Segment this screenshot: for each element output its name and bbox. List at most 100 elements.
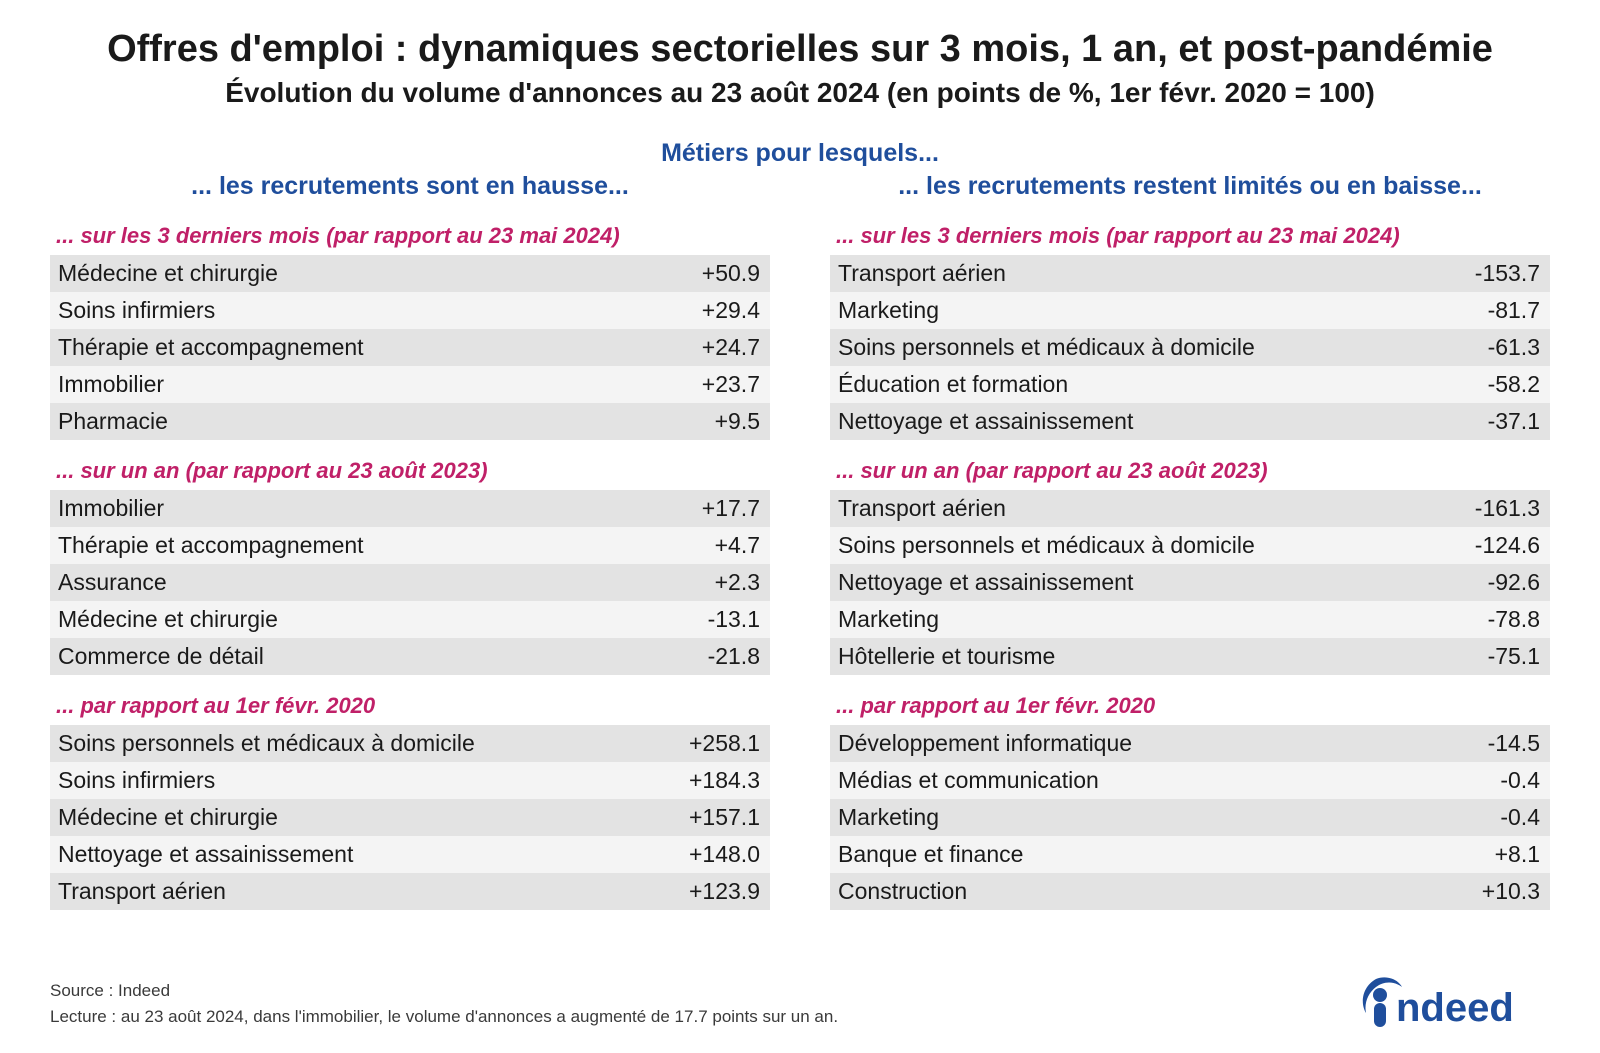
section-header: ... sur un an (par rapport au 23 août 20… xyxy=(50,458,770,484)
row-value: -58.2 xyxy=(1450,366,1550,403)
page-title: Offres d'emploi : dynamiques sectorielle… xyxy=(50,28,1550,71)
row-value: +23.7 xyxy=(670,366,770,403)
row-label: Développement informatique xyxy=(830,725,1450,762)
columns-supertitle: Métiers pour lesquels... xyxy=(50,139,1550,168)
section-header: ... sur les 3 derniers mois (par rapport… xyxy=(830,223,1550,249)
row-label: Pharmacie xyxy=(50,403,670,440)
row-value: +17.7 xyxy=(670,490,770,527)
row-label: Nettoyage et assainissement xyxy=(830,564,1450,601)
section-header: ... par rapport au 1er févr. 2020 xyxy=(50,693,770,719)
table-row: Soins personnels et médicaux à domicile+… xyxy=(50,725,770,762)
row-value: +148.0 xyxy=(670,836,770,873)
row-label: Construction xyxy=(830,873,1450,910)
row-value: -37.1 xyxy=(1450,403,1550,440)
table-row: Immobilier+17.7 xyxy=(50,490,770,527)
data-table: Développement informatique-14.5 Médias e… xyxy=(830,725,1550,910)
row-label: Médias et communication xyxy=(830,762,1450,799)
data-table: Immobilier+17.7 Thérapie et accompagneme… xyxy=(50,490,770,675)
table-row: Transport aérien-161.3 xyxy=(830,490,1550,527)
row-value: -161.3 xyxy=(1450,490,1550,527)
table-row: Marketing-0.4 xyxy=(830,799,1550,836)
row-label: Thérapie et accompagnement xyxy=(50,329,670,366)
table-row: Médecine et chirurgie-13.1 xyxy=(50,601,770,638)
table-row: Pharmacie+9.5 xyxy=(50,403,770,440)
row-label: Médecine et chirurgie xyxy=(50,601,670,638)
table-row: Soins personnels et médicaux à domicile-… xyxy=(830,329,1550,366)
row-value: -0.4 xyxy=(1450,799,1550,836)
table-row: Immobilier+23.7 xyxy=(50,366,770,403)
row-value: +29.4 xyxy=(670,292,770,329)
row-value: -14.5 xyxy=(1450,725,1550,762)
row-label: Médecine et chirurgie xyxy=(50,255,670,292)
row-value: -21.8 xyxy=(670,638,770,675)
row-label: Soins personnels et médicaux à domicile xyxy=(830,329,1450,366)
row-label: Thérapie et accompagnement xyxy=(50,527,670,564)
table-row: Transport aérien-153.7 xyxy=(830,255,1550,292)
footer-note: Lecture : au 23 août 2024, dans l'immobi… xyxy=(50,1004,838,1030)
indeed-logo-icon: ndeed xyxy=(1354,975,1544,1029)
row-value: -78.8 xyxy=(1450,601,1550,638)
row-label: Soins personnels et médicaux à domicile xyxy=(830,527,1450,564)
table-row: Nettoyage et assainissement-37.1 xyxy=(830,403,1550,440)
row-label: Nettoyage et assainissement xyxy=(50,836,670,873)
row-value: +184.3 xyxy=(670,762,770,799)
row-label: Commerce de détail xyxy=(50,638,670,675)
row-label: Transport aérien xyxy=(830,255,1450,292)
columns-wrapper: ... les recrutements sont en hausse... .… xyxy=(50,172,1550,910)
table-row: Commerce de détail-21.8 xyxy=(50,638,770,675)
row-label: Éducation et formation xyxy=(830,366,1450,403)
column-right-header: ... les recrutements restent limités ou … xyxy=(830,172,1550,201)
row-label: Marketing xyxy=(830,601,1450,638)
row-label: Soins infirmiers xyxy=(50,762,670,799)
infographic-page: Offres d'emploi : dynamiques sectorielle… xyxy=(0,0,1600,1053)
row-label: Transport aérien xyxy=(830,490,1450,527)
table-row: Médecine et chirurgie+50.9 xyxy=(50,255,770,292)
table-row: Soins infirmiers+184.3 xyxy=(50,762,770,799)
svg-text:ndeed: ndeed xyxy=(1396,986,1514,1029)
row-value: +9.5 xyxy=(670,403,770,440)
row-value: -13.1 xyxy=(670,601,770,638)
column-left: ... les recrutements sont en hausse... .… xyxy=(50,172,770,910)
table-row: Marketing-78.8 xyxy=(830,601,1550,638)
section-header: ... sur les 3 derniers mois (par rapport… xyxy=(50,223,770,249)
row-value: +10.3 xyxy=(1450,873,1550,910)
data-table: Médecine et chirurgie+50.9 Soins infirmi… xyxy=(50,255,770,440)
table-row: Marketing-81.7 xyxy=(830,292,1550,329)
table-row: Construction+10.3 xyxy=(830,873,1550,910)
row-label: Nettoyage et assainissement xyxy=(830,403,1450,440)
row-value: -61.3 xyxy=(1450,329,1550,366)
row-value: -92.6 xyxy=(1450,564,1550,601)
table-row: Hôtellerie et tourisme-75.1 xyxy=(830,638,1550,675)
table-row: Transport aérien+123.9 xyxy=(50,873,770,910)
row-label: Marketing xyxy=(830,799,1450,836)
table-row: Soins infirmiers+29.4 xyxy=(50,292,770,329)
table-row: Médias et communication-0.4 xyxy=(830,762,1550,799)
column-left-header: ... les recrutements sont en hausse... xyxy=(50,172,770,201)
row-value: -0.4 xyxy=(1450,762,1550,799)
table-row: Éducation et formation-58.2 xyxy=(830,366,1550,403)
data-table: Transport aérien-161.3 Soins personnels … xyxy=(830,490,1550,675)
table-row: Assurance+2.3 xyxy=(50,564,770,601)
row-label: Assurance xyxy=(50,564,670,601)
row-value: +157.1 xyxy=(670,799,770,836)
section-header: ... par rapport au 1er févr. 2020 xyxy=(830,693,1550,719)
row-label: Immobilier xyxy=(50,366,670,403)
footer: Source : Indeed Lecture : au 23 août 202… xyxy=(50,978,838,1029)
section-header: ... sur un an (par rapport au 23 août 20… xyxy=(830,458,1550,484)
row-value: -81.7 xyxy=(1450,292,1550,329)
data-table: Transport aérien-153.7 Marketing-81.7 So… xyxy=(830,255,1550,440)
row-label: Banque et finance xyxy=(830,836,1450,873)
table-row: Nettoyage et assainissement-92.6 xyxy=(830,564,1550,601)
row-label: Soins infirmiers xyxy=(50,292,670,329)
data-table: Soins personnels et médicaux à domicile+… xyxy=(50,725,770,910)
row-label: Marketing xyxy=(830,292,1450,329)
row-label: Hôtellerie et tourisme xyxy=(830,638,1450,675)
footer-source: Source : Indeed xyxy=(50,978,838,1004)
table-row: Médecine et chirurgie+157.1 xyxy=(50,799,770,836)
row-value: -124.6 xyxy=(1450,527,1550,564)
row-value: -75.1 xyxy=(1450,638,1550,675)
row-value: +258.1 xyxy=(670,725,770,762)
row-label: Immobilier xyxy=(50,490,670,527)
row-value: +123.9 xyxy=(670,873,770,910)
table-row: Banque et finance+8.1 xyxy=(830,836,1550,873)
